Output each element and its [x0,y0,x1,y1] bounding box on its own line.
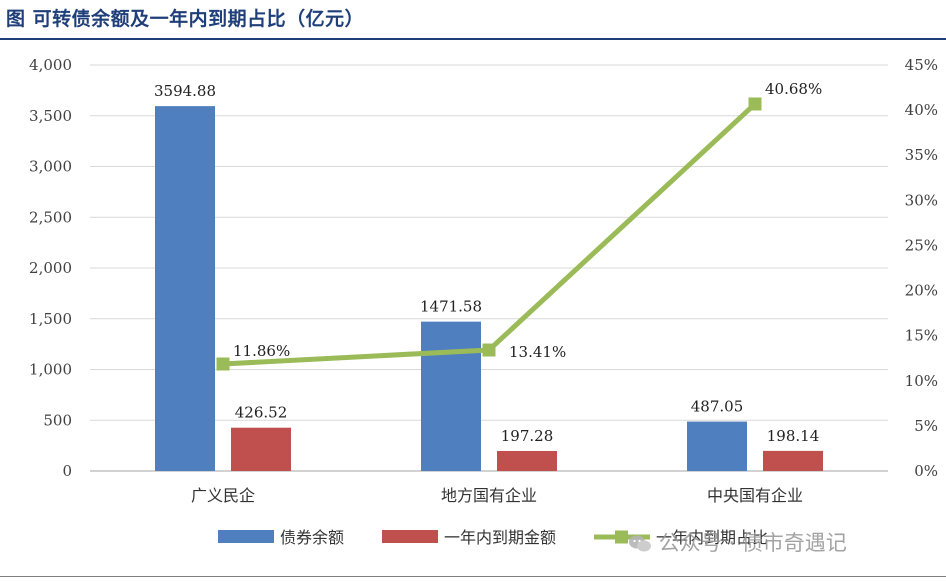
bar [155,106,215,471]
data-labels: 3594.88 1471.58 487.05 426.52 197.28 198.14 11… [154,80,822,445]
title-rule [0,38,946,40]
bar [421,321,481,471]
right-tick-label: 5% [914,417,938,435]
bar-data-label: 197.28 [501,427,554,445]
right-tick-label: 30% [905,191,938,209]
watermark: 公众号 · 债市奇遇记 [628,527,847,557]
wechat-icon [628,534,652,554]
ratio-data-label: 40.68% [765,80,822,98]
legend: 债券余额 一年内到期金额 一年内到期占比 [218,528,768,547]
ratio-point [748,97,762,111]
bar-data-label: 198.14 [767,427,820,445]
legend-label: 债券余额 [280,528,344,547]
bar [497,450,557,471]
ratio-line [216,97,762,371]
legend-label: 一年内到期占比 [656,528,768,547]
right-tick-label: 35% [905,146,938,164]
left-tick-label: 3,500 [29,107,72,125]
gridlines [90,64,888,472]
legend-swatch [382,530,438,543]
category-label: 地方国有企业 [441,486,537,505]
right-axis: 0% 5% 10% 15% 20% 25% 30% 35% 40% 45% [905,56,938,480]
ratio-point [482,343,496,357]
bar-data-label: 1471.58 [420,298,482,316]
bar [231,427,291,471]
ratio-line-path [222,102,757,367]
right-tick-label: 20% [905,282,938,300]
left-tick-label: 0 [62,462,72,480]
bar-data-label: 3594.88 [154,82,216,100]
left-tick-label: 3,000 [29,158,72,176]
left-tick-label: 2,500 [29,208,72,226]
left-tick-label: 1,000 [29,361,72,379]
left-tick-label: 500 [43,411,72,429]
bar [687,421,747,471]
right-tick-label: 45% [905,56,938,74]
ratio-data-label: 13.41% [509,343,566,361]
bar-data-label: 426.52 [235,404,288,422]
left-tick-label: 4,000 [29,56,72,74]
figure-title: 图 可转债余额及一年内到期占比（亿元） [6,8,365,30]
right-tick-label: 10% [905,372,938,390]
ratio-data-label: 11.86% [233,342,290,360]
right-tick-label: 0% [914,462,938,480]
bars [155,106,823,471]
legend-marker [615,530,628,544]
watermark-text: 公众号 · 债市奇遇记 [658,531,847,555]
bar-data-label: 487.05 [691,398,744,416]
legend-label: 一年内到期金额 [444,528,556,547]
left-axis: 0 500 1,000 1,500 2,000 2,500 3,000 3,500 4,000 [29,56,72,480]
left-tick-label: 2,000 [29,259,72,277]
category-label: 广义民企 [191,486,255,505]
ratio-point [216,357,230,371]
right-tick-label: 25% [905,236,938,254]
category-label: 中央国有企业 [707,486,803,505]
bottom-rule [0,576,946,577]
right-tick-label: 40% [905,101,938,119]
legend-swatch [218,530,274,543]
right-tick-label: 15% [905,327,938,345]
category-axis: 广义民企 地方国有企业 中央国有企业 [191,486,803,505]
left-tick-label: 1,500 [29,310,72,328]
bar [763,450,823,471]
